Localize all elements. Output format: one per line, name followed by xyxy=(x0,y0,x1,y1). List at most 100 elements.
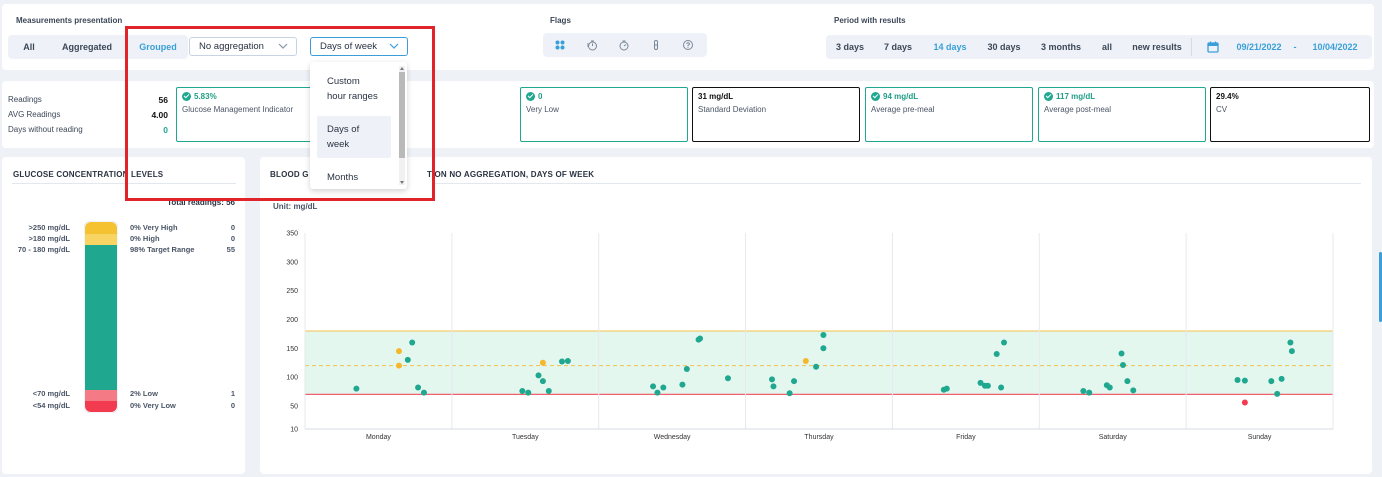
data-point xyxy=(539,378,546,385)
data-point xyxy=(539,359,546,366)
chart-title-left: BLOOD G xyxy=(270,170,309,179)
metric-card-label: Average pre-meal xyxy=(871,105,935,114)
period-3-days-button[interactable]: 3 days xyxy=(835,42,865,52)
metric-value-text: 117 mg/dL xyxy=(1056,92,1096,101)
metric-card: 31 mg/dL Standard Deviation xyxy=(692,87,860,142)
option-months[interactable]: Months xyxy=(327,172,359,183)
aggregation-select[interactable]: No aggregation xyxy=(189,37,297,56)
level-range-label: >180 mg/dL xyxy=(28,234,70,243)
grouping-select[interactable]: Days of week xyxy=(310,37,408,56)
x-tick-label: Thursday xyxy=(804,434,834,441)
vial-icon[interactable] xyxy=(650,39,662,51)
question-icon[interactable] xyxy=(682,39,694,51)
data-point xyxy=(1241,399,1248,406)
scrollbar-thumb[interactable] xyxy=(399,72,405,158)
period-14-days-button[interactable]: 14 days xyxy=(933,42,967,52)
check-circle-icon xyxy=(526,92,535,101)
calendar-icon[interactable] xyxy=(1207,41,1219,53)
y-tick-label: 200 xyxy=(286,317,298,324)
level-range-label: <54 mg/dL xyxy=(32,401,70,410)
data-point xyxy=(525,389,532,396)
total-readings: Total readings: 56 xyxy=(167,198,235,207)
level-count: 0 xyxy=(230,223,235,232)
data-point xyxy=(820,332,827,339)
data-point xyxy=(769,376,776,383)
metric-card: 94 mg/dL Average pre-meal xyxy=(865,87,1033,142)
data-point xyxy=(1241,377,1248,384)
data-point xyxy=(1268,378,1275,385)
period-7-days-button[interactable]: 7 days xyxy=(883,42,913,52)
data-point xyxy=(683,366,690,373)
scroll-up-icon[interactable] xyxy=(399,66,405,71)
readings-value: 56 xyxy=(158,95,168,105)
level-bar-segment xyxy=(85,401,117,412)
data-point xyxy=(409,339,416,346)
mode-grouped-button[interactable]: Grouped xyxy=(139,42,177,52)
data-point xyxy=(1119,362,1126,369)
data-point xyxy=(802,357,809,364)
period-new-results-button[interactable]: new results xyxy=(1132,42,1182,52)
date-to[interactable]: 10/04/2022 xyxy=(1312,42,1358,52)
metric-value-text: 29.4% xyxy=(1216,92,1239,101)
data-point xyxy=(1278,375,1285,382)
data-point xyxy=(395,362,402,369)
chevron-down-icon xyxy=(389,43,399,49)
metric-card: 0 Very Low xyxy=(520,87,688,142)
stats-row: Readings 56 AVG Readings 4.00 Days witho… xyxy=(2,81,1374,148)
period-30-days-button[interactable]: 30 days xyxy=(987,42,1021,52)
date-from[interactable]: 09/21/2022 xyxy=(1236,42,1282,52)
mode-aggregated-button[interactable]: Aggregated xyxy=(61,42,112,52)
data-point xyxy=(660,384,667,391)
metric-card-value: 29.4% xyxy=(1216,92,1239,101)
data-point xyxy=(545,387,552,394)
y-tick-label: 50 xyxy=(290,403,298,410)
data-point xyxy=(813,363,820,370)
metric-card-label: Average post-meal xyxy=(1044,105,1111,114)
option-custom-hour-ranges[interactable]: Custom hour ranges xyxy=(327,76,378,102)
data-point xyxy=(395,348,402,355)
level-bar-segment xyxy=(85,222,117,234)
data-point xyxy=(1001,339,1008,346)
data-point xyxy=(1124,378,1131,385)
data-point xyxy=(984,382,991,389)
check-circle-icon xyxy=(182,92,191,101)
level-bar-segment xyxy=(85,234,117,245)
metric-card-label: Standard Deviation xyxy=(698,105,767,114)
grouping-dropdown: Custom hour ranges Days of week Months xyxy=(310,62,407,189)
dropdown-scrollbar[interactable] xyxy=(399,66,405,185)
data-point xyxy=(993,351,1000,358)
flags-bar xyxy=(543,33,707,57)
data-point xyxy=(650,383,657,390)
timer-fast-icon[interactable] xyxy=(586,39,598,51)
metric-card-value: 117 mg/dL xyxy=(1044,92,1095,101)
side-tab-handle[interactable] xyxy=(1379,252,1382,322)
data-point xyxy=(679,381,686,388)
metric-value-text: 0 xyxy=(538,92,543,101)
scroll-down-icon[interactable] xyxy=(399,180,405,185)
grid-icon[interactable] xyxy=(554,39,566,51)
data-point xyxy=(1288,348,1295,355)
readings-summary: Readings 56 AVG Readings 4.00 Days witho… xyxy=(2,87,174,143)
metric-card-value: 31 mg/dL xyxy=(698,92,733,101)
total-readings-label: Total readings: xyxy=(167,198,224,207)
data-point xyxy=(559,358,565,365)
target-range-band xyxy=(305,331,1333,395)
period-tabs: 3 days 7 days 14 days 30 days 3 months a… xyxy=(826,35,1372,59)
period-all-button[interactable]: all xyxy=(1101,42,1112,52)
y-tick-label: 10 xyxy=(290,427,298,434)
period-title: Period with results xyxy=(834,16,906,25)
timer-icon[interactable] xyxy=(618,39,630,51)
days-without-reading-value: 0 xyxy=(163,125,168,135)
data-point xyxy=(770,383,777,390)
option-days-of-week[interactable]: Days of week xyxy=(317,116,391,158)
data-point xyxy=(1130,387,1137,394)
data-point xyxy=(977,379,984,386)
data-point xyxy=(519,387,526,394)
flags-title: Flags xyxy=(550,16,571,25)
data-point xyxy=(1287,339,1294,346)
metric-card: 29.4% CV xyxy=(1210,87,1370,142)
mode-all-button[interactable]: All xyxy=(23,42,35,52)
data-point xyxy=(820,345,827,352)
period-3-months-button[interactable]: 3 months xyxy=(1040,42,1081,52)
level-count: 0 xyxy=(230,234,235,243)
